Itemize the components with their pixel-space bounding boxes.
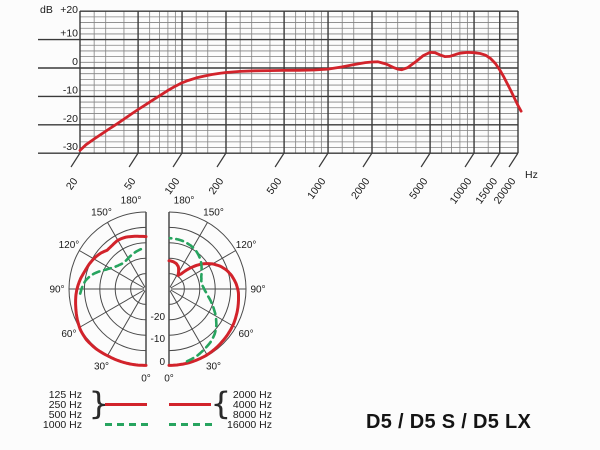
polar-angle-label: 90° [250,285,265,296]
legend-label: 125 Hz [48,389,82,401]
legend-label: 500 Hz [48,409,82,421]
polar-half-left: 0° 30° 60° 90° 120° 150° 180° [49,196,150,385]
x-axis-tick-label: 20 [64,176,81,193]
x-axis-tick-label: 200 [206,176,226,197]
x-axis-tick-label: 100 [162,176,182,197]
solid-red-line-swatch [105,403,147,406]
polar-angle-label: 120° [236,240,257,251]
x-axis-tick-label: 2000 [349,176,373,202]
polar-spoke [169,290,208,356]
legend-label: 250 Hz [48,399,82,411]
polar-spoke [79,289,145,328]
polar-spoke [107,290,146,356]
polar-angle-label: 150° [203,207,224,218]
x-axis-tick-label: 50 [122,176,139,193]
frequency-response-curve [78,51,523,152]
polar-angle-label: 120° [59,240,80,251]
frequency-response-chart: +20 +10 0 -10 -20 -30 dB 20 50 100 200 500 1000 2000 5… [38,4,538,206]
legend-left-frequencies: 125 Hz 250 Hz 500 Hz 1000 Hz [32,389,82,431]
polar-spoke [79,250,145,289]
polar-angle-label: 0° [141,374,151,385]
polar-pattern-chart: 0° 30° 60° 90° 120° 150° 180° 0° 30° 60° 90° 120° 15… [49,196,265,385]
polar-angle-label: 150° [91,207,112,218]
polar-angle-label: 0° [164,374,174,385]
polar-db-label: -20 [151,312,166,323]
y-axis-tick-label: +10 [60,28,78,40]
polar-curve-solid [167,259,240,367]
legend-label: 8000 Hz [232,409,272,421]
x-axis-tick-label: 10000 [448,176,475,207]
legend-label: 1000 Hz [42,419,82,431]
x-axis-tick-label: 500 [265,176,285,197]
polar-angle-label: 60° [239,329,254,340]
polar-angle-label: 60° [61,329,76,340]
polar-angle-label: 30° [206,362,221,373]
x-axis-unit-label: Hz [525,169,538,181]
solid-red-line-swatch [169,403,211,406]
polar-spoke [107,222,146,288]
y-axis-tick-label: -10 [63,84,78,96]
polar-spoke [170,289,236,328]
y-axis-tick-label: -20 [63,113,78,125]
brace-right-icon: } [88,386,110,422]
y-axis-tick-label: +20 [60,4,78,16]
x-axis-tick-label: 5000 [407,176,431,202]
polar-spoke [169,222,208,288]
polar-half-right: 0° 30° 60° 90° 120° 150° 180° [164,196,265,385]
legend-label: 4000 Hz [232,399,272,411]
y-axis-tick-label: 0 [72,56,78,68]
polar-curve-dashed [78,246,147,295]
dashed-green-line-swatch [105,423,149,426]
y-axis-unit-label: dB [40,4,53,16]
brace-left-icon: { [210,386,232,422]
polar-angle-label: 180° [121,196,142,207]
polar-curve-dashed [168,236,218,363]
dashed-green-line-swatch [169,423,213,426]
legend-right-frequencies: 2000 Hz 4000 Hz 8000 Hz 16000 Hz [223,389,272,431]
polar-db-label: 0 [159,357,165,368]
polar-curve-solid [74,234,148,367]
model-title: D5 / D5 S / D5 LX [366,411,532,433]
polar-db-label: -10 [151,334,166,345]
polar-spoke [170,250,236,289]
y-axis-tick-label: -30 [63,141,78,153]
polar-angle-label: 90° [49,285,64,296]
polar-angle-label: 30° [94,362,109,373]
polar-angle-label: 180° [174,196,195,207]
x-axis-tick-label: 1000 [305,176,329,202]
legend-label: 2000 Hz [232,389,272,401]
legend-label: 16000 Hz [227,419,272,431]
